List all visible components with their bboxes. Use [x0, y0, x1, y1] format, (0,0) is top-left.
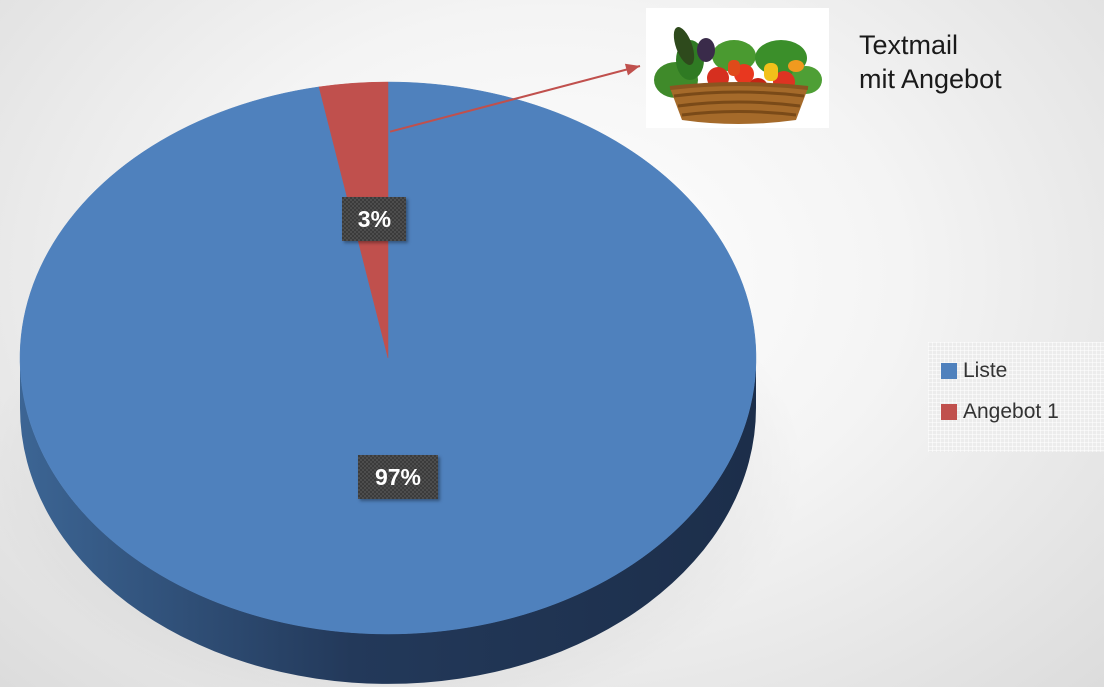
callout-arrow — [389, 65, 641, 133]
callout-line-1: Textmail — [859, 30, 959, 60]
vegetable-basket-icon — [646, 8, 829, 128]
legend-label-liste: Liste — [963, 359, 1008, 382]
legend-swatch-angebot-1 — [941, 404, 957, 420]
callout-arrowhead — [624, 63, 640, 76]
chart-legend: Liste Angebot 1 — [928, 342, 1104, 452]
pie-top-face — [19, 81, 757, 635]
legend-label-angebot-1: Angebot 1 — [963, 400, 1059, 423]
callout-line-2: mit Angebot — [859, 64, 1002, 94]
legend-swatch-liste — [941, 363, 957, 379]
pie-side-liste — [20, 358, 756, 684]
callout-text: Textmail mit Angebot — [859, 28, 1002, 96]
legend-item-angebot-1: Angebot 1 — [941, 400, 1059, 424]
pie-side-wall — [20, 358, 756, 684]
legend-item-liste: Liste — [941, 359, 1007, 383]
data-label-angebot-1: 3% — [342, 196, 407, 241]
data-label-liste: 97% — [358, 455, 438, 499]
